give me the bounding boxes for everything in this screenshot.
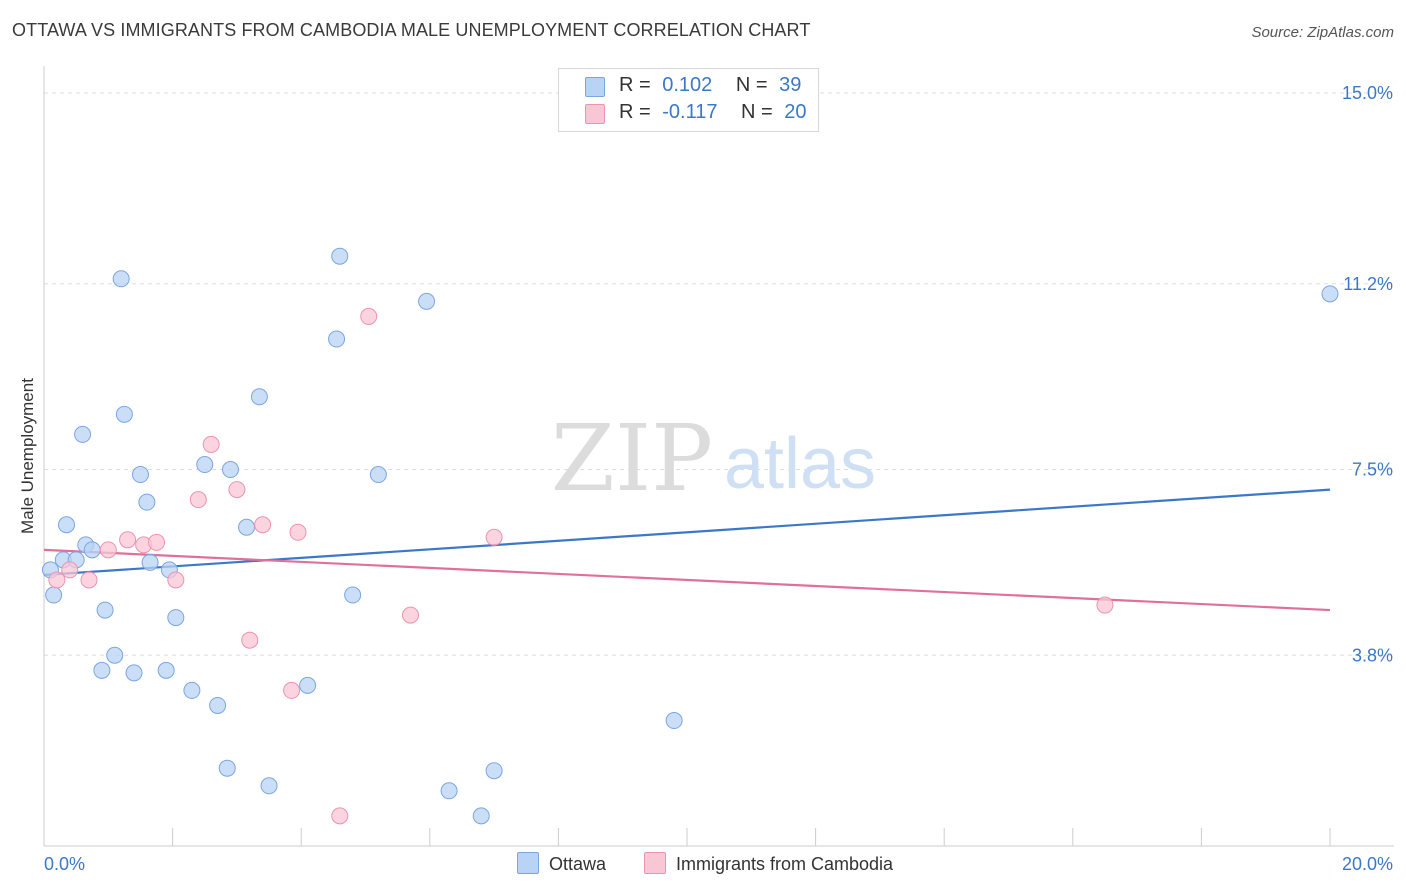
ottawa-point [665,712,683,730]
legend-n-value: 39 [779,74,802,96]
ottawa-point [112,270,130,288]
ottawa-point [440,782,458,800]
cambodia-point [80,571,98,589]
cambodia-point [331,807,349,825]
cambodia-point [254,516,272,534]
ottawa-point [131,466,149,484]
ottawa-point [115,405,133,423]
cambodia-point [289,523,307,541]
ottawa-point [418,292,436,310]
x-tick-label: 0.0% [44,854,85,874]
legend-n-label: N = [741,101,773,123]
ottawa-point [141,553,159,571]
bottom-legend-label-ottawa: Ottawa [549,854,607,874]
trendlines [43,488,1331,612]
ottawa-point [1321,285,1339,303]
x-tick-label: 20.0% [1342,854,1393,874]
bottom-legend-label-cambodia: Immigrants from Cambodia [676,854,894,874]
legend-r-label: R = [619,101,651,123]
bottom-legend-ottawa: Ottawa [517,852,606,875]
ottawa-point [196,456,214,474]
cambodia-point [119,531,137,549]
cambodia-point [202,435,220,453]
data-points [41,247,1339,825]
y-tick-label: 3.8% [1352,645,1393,665]
legend-n-label: N = [735,74,768,96]
watermark-zip: ZIP [551,405,713,512]
cambodia-point [241,631,259,649]
source-attribution: Source: ZipAtlas.com [1251,24,1394,41]
legend-r-value: -0.117 [662,101,718,123]
ottawa-point [58,516,76,534]
ottawa-point [485,762,503,780]
bottom-legend-cambodia: Immigrants from Cambodia [644,852,893,875]
bottom-legend-swatch-cambodia [644,852,666,874]
ottawa-point [369,466,387,484]
cambodia-point [99,541,117,559]
cambodia-point [1096,596,1114,614]
ottawa-point [299,676,317,694]
tick-labels: 3.8% 7.5% 11.2% 15.0% 0.0% 20.0% [44,83,1393,874]
ottawa-point [328,330,346,348]
y-tick-label: 7.5% [1352,460,1393,480]
cambodia-point [360,307,378,325]
ottawa-point [218,759,236,777]
ottawa-point [74,425,92,443]
ottawa-point [260,777,278,795]
axes [43,66,1394,847]
ottawa-point [183,681,201,699]
bottom-legend-swatch-ottawa [517,852,539,874]
chart-title: OTTAWA VS IMMIGRANTS FROM CAMBODIA MALE … [12,20,811,40]
ottawa-point [344,586,362,604]
gridlines [44,92,1394,656]
ottawa-point [83,541,101,559]
correlation-legend: R = 0.102 N = 39 R = -0.117 N = 20 [558,68,819,132]
cambodia-point [228,481,246,499]
ottawa-point [472,807,490,825]
cambodia-point [283,681,301,699]
ottawa-point [138,493,156,511]
ottawa-point [45,586,63,604]
ottawa-point [167,609,185,627]
legend-n-value: 20 [784,101,807,123]
ottawa-point [221,461,239,479]
cambodia-point [61,561,79,579]
ottawa-point [331,247,349,265]
cambodia-point [402,606,420,624]
watermark: ZIP atlas [551,405,876,512]
y-tick-label: 11.2% [1343,274,1393,294]
ottawa-point [250,388,268,406]
ottawa-point [209,696,227,714]
ottawa-point [106,646,124,664]
watermark-atlas: atlas [724,424,876,504]
cambodia-point [167,571,185,589]
legend-swatch-cambodia [585,104,605,124]
ottawa-point [96,601,114,619]
cambodia-point [485,528,503,546]
legend-r-value: 0.102 [662,74,713,96]
legend-swatch-ottawa [585,77,605,97]
ottawa-point [93,661,111,679]
cambodia-point [48,571,66,589]
cambodia-point [189,491,207,509]
ottawa-point [157,661,175,679]
y-tick-label: 15.0% [1342,83,1393,103]
cambodia-point [148,533,166,551]
ottawa-point [238,518,256,536]
ottawa-point [125,664,143,682]
cambodia-trendline [43,548,1331,612]
legend-r-label: R = [619,74,651,96]
